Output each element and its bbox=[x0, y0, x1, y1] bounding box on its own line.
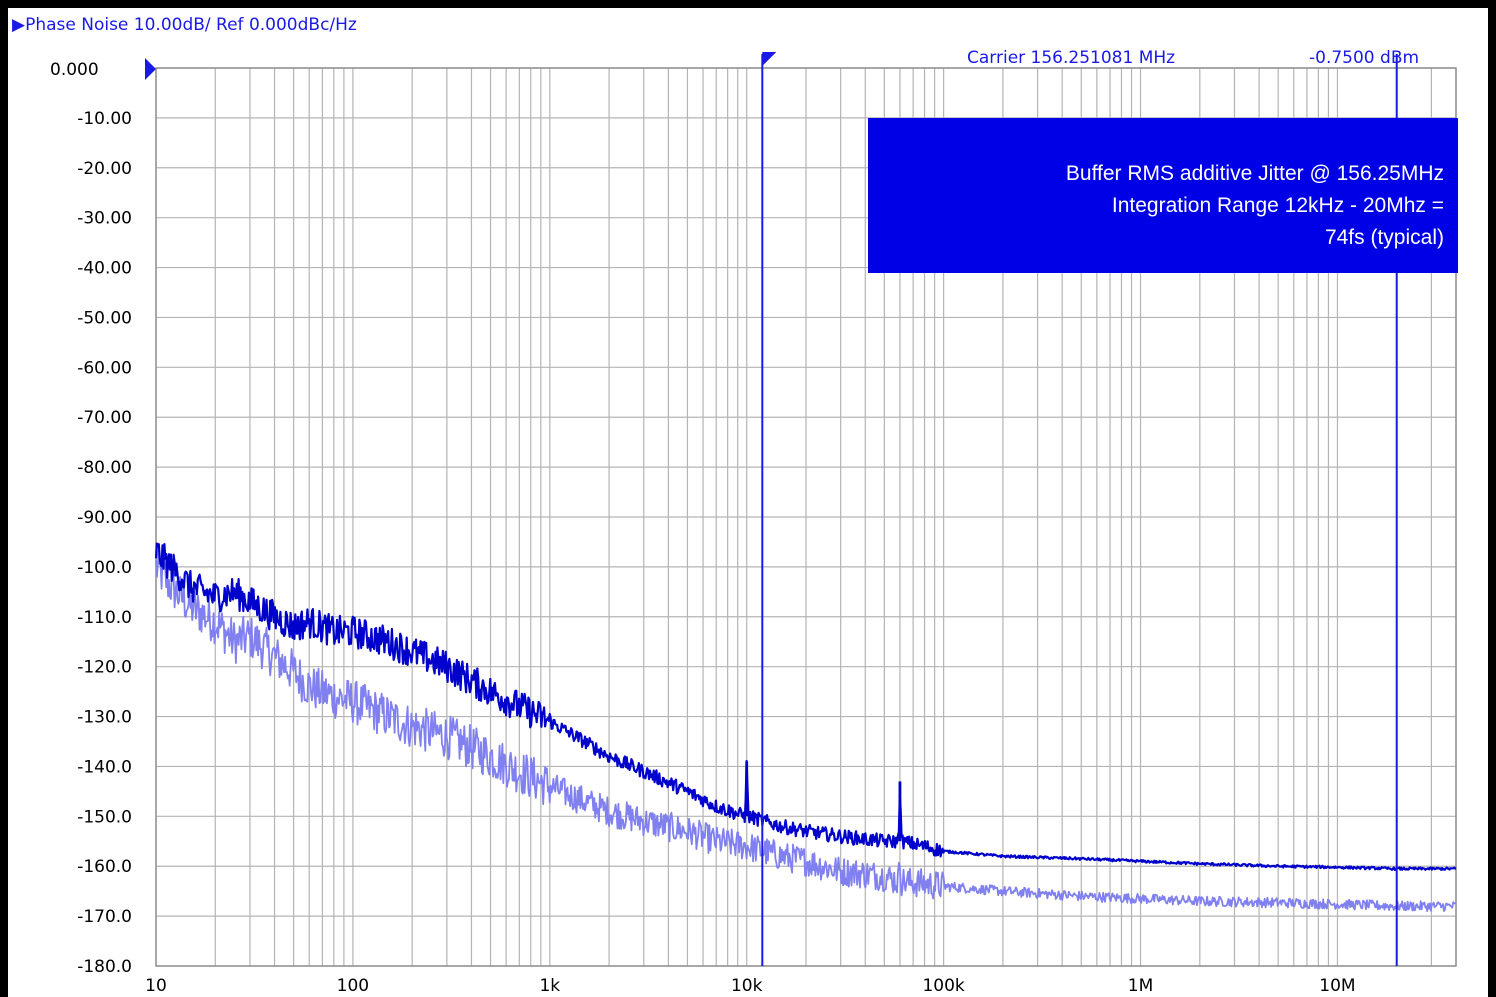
y-tick-label: -180.0 bbox=[77, 957, 132, 977]
plot-frame: -10.00 -20.00 -30.00 -40.00 -50.00 -60.00 -70.… bbox=[8, 8, 1488, 997]
chart-header-title: ▶Phase Noise 10.00dB/ Ref 0.000dBc/Hz bbox=[12, 15, 357, 35]
y-tick-label: -130.0 bbox=[77, 708, 132, 728]
y-tick-label: -10.00 bbox=[77, 109, 132, 129]
y-tick-label: -150.0 bbox=[77, 807, 132, 827]
jitter-annotation-box: Buffer RMS additive Jitter @ 156.25MHz I… bbox=[868, 118, 1458, 273]
x-tick-label: 1k bbox=[539, 976, 560, 996]
ref-level-arrow-icon bbox=[145, 58, 156, 80]
marker-flag-icon[interactable] bbox=[762, 52, 777, 66]
y-tick-label: -60.00 bbox=[77, 358, 132, 378]
x-tick-label: 10k bbox=[731, 976, 763, 996]
y-tick-label: -90.00 bbox=[77, 508, 132, 528]
plot-border bbox=[155, 67, 1457, 967]
x-tick-label: 10M bbox=[1319, 976, 1355, 996]
x-tick-label: 100k bbox=[922, 976, 964, 996]
annotation-line-1: Buffer RMS additive Jitter @ 156.25MHz bbox=[1065, 162, 1444, 185]
x-tick-label: 1M bbox=[1128, 976, 1153, 996]
tick-labels: -10.00 -20.00 -30.00 -40.00 -50.00 -60.00 -70.… bbox=[77, 109, 1355, 996]
traces bbox=[154, 542, 1457, 912]
x-tick-label: 100 bbox=[337, 976, 369, 996]
y-tick-label: -100.0 bbox=[77, 558, 132, 578]
y-tick-label: -170.0 bbox=[77, 907, 132, 927]
trace-reference bbox=[155, 547, 1456, 912]
y-tick-label: -20.00 bbox=[77, 159, 132, 179]
annotation-line-3: 74fs (typical) bbox=[1324, 226, 1444, 249]
y-tick-label: -80.00 bbox=[77, 458, 132, 478]
trace-buffer-output bbox=[154, 542, 1457, 872]
y-tick-label: -140.0 bbox=[77, 757, 132, 777]
y-tick-label: -70.00 bbox=[77, 408, 132, 428]
carrier-label: Carrier 156.251081 MHz bbox=[967, 48, 1175, 68]
y-tick-label: -50.00 bbox=[77, 308, 132, 328]
x-tick-label: 10 bbox=[145, 976, 167, 996]
annotation-line-2: Integration Range 12kHz - 20Mhz = bbox=[1111, 194, 1444, 217]
y-tick-label: -30.00 bbox=[77, 209, 132, 229]
y-tick-label: -120.0 bbox=[77, 658, 132, 678]
phase-noise-chart: -10.00 -20.00 -30.00 -40.00 -50.00 -60.00 -70.… bbox=[12, 15, 1457, 996]
y-tick-label: -110.0 bbox=[77, 608, 132, 628]
ref-level-value: 0.000 bbox=[50, 60, 99, 80]
y-tick-label: -40.00 bbox=[77, 259, 132, 279]
y-tick-label: -160.0 bbox=[77, 857, 132, 877]
power-readout: -0.7500 dBm bbox=[1309, 48, 1419, 68]
